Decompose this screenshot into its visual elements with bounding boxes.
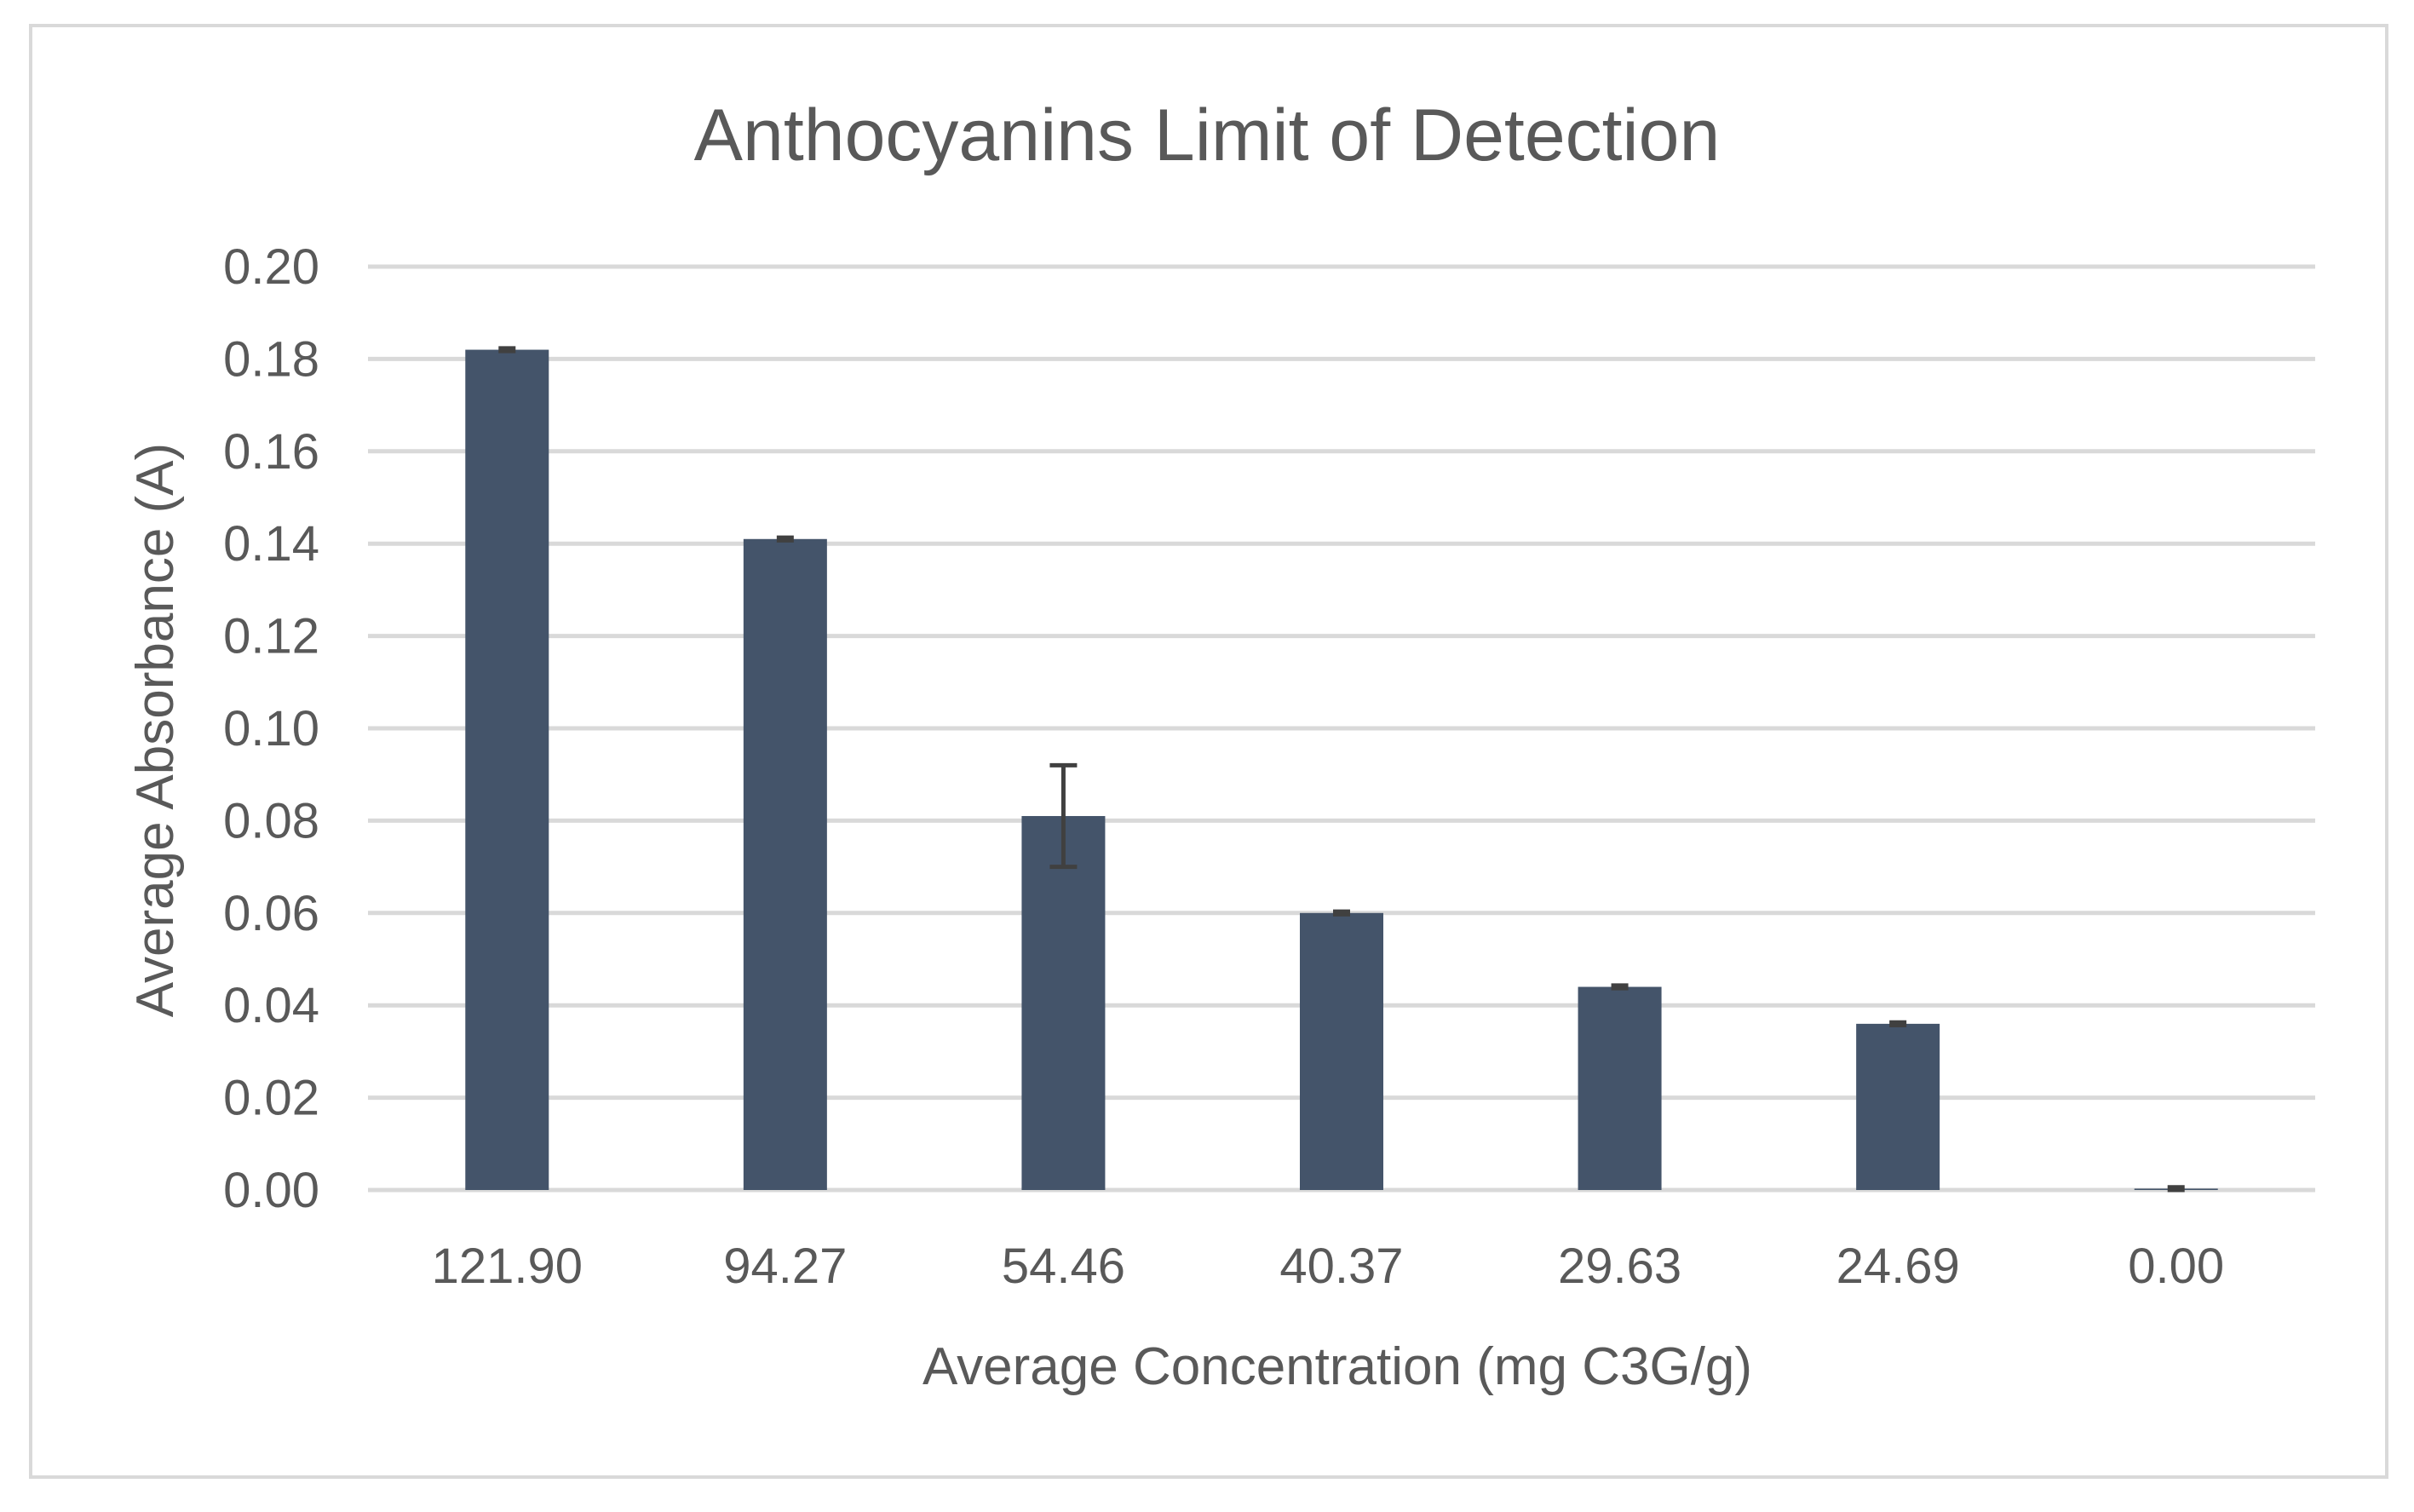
y-tick-label: 0.12 — [223, 609, 319, 664]
chart-title: Anthocyanins Limit of Detection — [694, 95, 1721, 176]
error-bar-24.69 — [1889, 1020, 1907, 1028]
y-tick-label: 0.16 — [223, 424, 319, 480]
bar-29.63 — [1578, 986, 1662, 1190]
y-tick-label: 0.10 — [223, 701, 319, 756]
y-tick-label: 0.08 — [223, 793, 319, 848]
y-tick-label: 0.00 — [223, 1163, 319, 1218]
y-tick-label: 0.06 — [223, 886, 319, 941]
error-bar-0.00 — [2167, 1185, 2185, 1193]
bar-94.27 — [743, 538, 827, 1190]
gridlines — [368, 264, 2315, 1193]
x-axis-title: Average Concentration (mg C3G/g) — [922, 1337, 1752, 1396]
x-tick-label: 0.00 — [2128, 1239, 2224, 1294]
error-bar-121.90 — [498, 346, 516, 354]
y-tick-label: 0.14 — [223, 516, 319, 572]
bar-54.46 — [1021, 815, 1106, 1190]
x-tick-label: 121.90 — [432, 1239, 583, 1294]
error-bars — [498, 346, 2185, 1193]
x-tick-label: 94.27 — [723, 1239, 847, 1294]
y-axis-ticks: 0.00 0.02 0.04 0.06 0.08 0.10 0.12 0.14 0.16 0.18… — [223, 239, 319, 1218]
bars — [465, 349, 2218, 1190]
error-bar-40.37 — [1333, 909, 1350, 917]
x-tick-label: 54.46 — [1002, 1239, 1125, 1294]
x-axis-ticks: 121.90 94.27 54.46 40.37 29.63 24.69 0.00 — [432, 1239, 2225, 1294]
x-tick-label: 24.69 — [1836, 1239, 1960, 1294]
bar-121.90 — [465, 349, 549, 1190]
y-tick-label: 0.18 — [223, 331, 319, 387]
error-bar-94.27 — [776, 535, 794, 543]
bar-40.37 — [1300, 912, 1383, 1190]
error-bar-29.63 — [1611, 983, 1629, 991]
error-bar-54.46 — [1049, 762, 1078, 870]
y-tick-label: 0.20 — [223, 239, 319, 295]
y-axis-title: Average Absorbance (A) — [126, 443, 185, 1017]
y-tick-label: 0.02 — [223, 1071, 319, 1126]
x-tick-label: 29.63 — [1558, 1239, 1681, 1294]
bar-24.69 — [1856, 1023, 1940, 1190]
y-tick-label: 0.04 — [223, 978, 319, 1033]
x-tick-label: 40.37 — [1279, 1239, 1403, 1294]
